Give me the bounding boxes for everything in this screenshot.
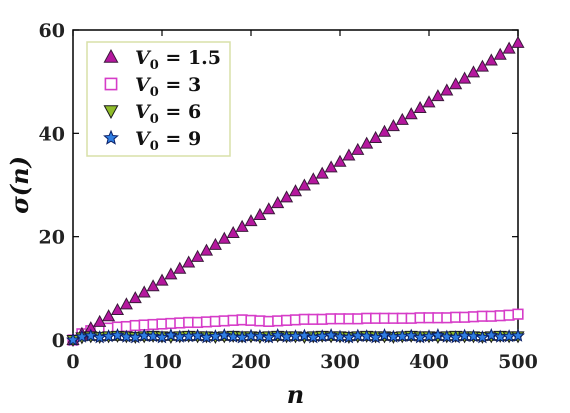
data-point	[66, 332, 80, 346]
data-point	[252, 329, 267, 343]
y-axis-title: σ(n)	[5, 156, 34, 214]
data-point	[386, 119, 400, 132]
data-point	[484, 328, 499, 342]
data-point	[430, 328, 445, 342]
data-point	[297, 178, 311, 191]
legend-marker	[103, 129, 119, 145]
y-tick-label: 0	[52, 330, 65, 352]
data-point	[119, 297, 133, 310]
data-point	[457, 328, 472, 342]
data-point	[439, 329, 454, 343]
legend-marker	[103, 48, 119, 63]
legend-label: V0 = 1.5	[135, 47, 221, 73]
data-point	[244, 328, 258, 342]
data-point	[261, 330, 276, 344]
x-tick-label: 200	[231, 351, 271, 373]
data-point	[440, 83, 454, 96]
data-point	[466, 329, 481, 343]
x-tick-label: 500	[498, 351, 538, 373]
legend-label-sub: 0	[150, 139, 159, 154]
data-point	[226, 226, 240, 239]
data-point	[146, 329, 161, 343]
legend-label: V0 = 3	[135, 74, 201, 100]
legend-label-var: V	[135, 128, 152, 150]
legend-label: V0 = 6	[135, 101, 201, 127]
data-point	[137, 285, 151, 298]
data-point	[493, 47, 507, 60]
data-point	[333, 154, 347, 167]
data-point	[102, 309, 116, 322]
legend-label-var: V	[135, 74, 152, 96]
legend-label-sub: 0	[150, 85, 159, 100]
data-point	[190, 328, 205, 342]
data-point	[163, 328, 178, 342]
data-point	[404, 107, 418, 120]
legend-label-value: = 1.5	[159, 47, 221, 69]
legend-label-value: = 6	[159, 101, 201, 123]
data-point	[368, 330, 383, 344]
data-point	[173, 261, 187, 274]
y-tick-label: 20	[39, 227, 65, 249]
series-2	[67, 308, 524, 346]
y-axis-ticks: 0 20 40 60	[39, 20, 518, 352]
data-point	[377, 328, 392, 342]
x-tick-label: 400	[409, 351, 449, 373]
data-point	[270, 328, 285, 342]
data-point	[217, 328, 232, 342]
data-point	[262, 202, 276, 215]
y-tick-label: 60	[39, 20, 65, 42]
data-point	[422, 95, 436, 108]
data-point	[324, 328, 339, 342]
data-point	[458, 71, 472, 84]
data-point	[351, 142, 365, 155]
data-point	[333, 329, 347, 343]
legend-label-sub: 0	[150, 58, 159, 73]
data-point	[475, 330, 490, 344]
data-point	[404, 328, 419, 342]
data-point	[119, 329, 134, 343]
x-axis-ticks: 0 100 200 300 400 500	[66, 30, 538, 373]
legend: V0 = 1.5V0 = 3V0 = 6V0 = 9	[86, 41, 231, 157]
data-point	[137, 328, 152, 342]
data-point	[226, 329, 241, 343]
legend-label: V0 = 9	[135, 128, 201, 154]
x-tick-label: 0	[66, 351, 79, 373]
series-layer	[66, 35, 525, 348]
data-point	[511, 328, 525, 342]
legend-marker	[103, 105, 119, 120]
data-point	[475, 59, 489, 72]
data-point	[244, 214, 258, 227]
data-point	[350, 328, 365, 342]
data-point	[280, 190, 294, 203]
x-tick-label: 300	[320, 351, 360, 373]
data-point	[315, 166, 329, 179]
y-tick-label: 40	[39, 123, 65, 145]
data-point	[359, 329, 374, 343]
legend-label-sub: 0	[150, 112, 159, 127]
legend-label-var: V	[135, 47, 152, 69]
data-point	[155, 330, 169, 344]
x-axis-title: n	[287, 380, 304, 409]
legend-label-value: = 3	[159, 74, 201, 96]
data-point	[110, 328, 125, 342]
legend-marker	[104, 77, 118, 91]
series-4	[66, 328, 525, 346]
data-point	[83, 328, 98, 342]
data-point	[191, 249, 205, 262]
data-point	[155, 273, 169, 286]
data-point	[208, 237, 222, 250]
data-point	[369, 130, 383, 143]
data-point	[512, 308, 524, 320]
legend-label-value: = 9	[159, 128, 201, 150]
data-point	[511, 35, 525, 48]
data-point	[297, 328, 312, 342]
legend-label-var: V	[135, 101, 152, 123]
x-tick-label: 100	[142, 351, 182, 373]
